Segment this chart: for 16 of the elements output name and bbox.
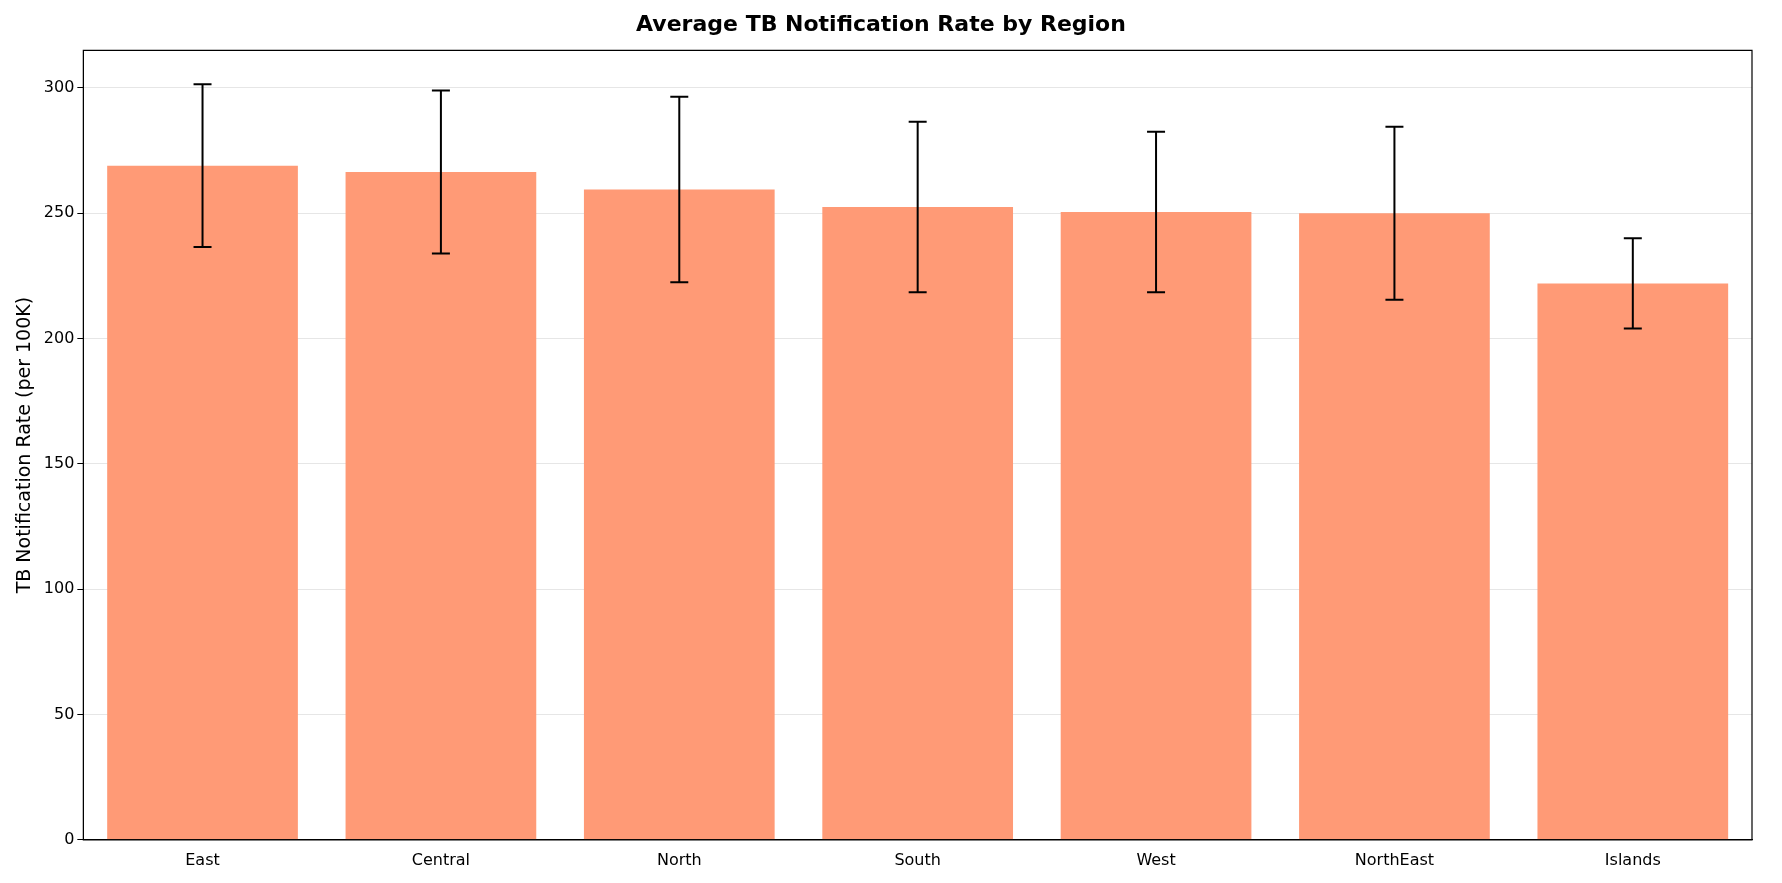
x-tick-label: Central — [411, 849, 471, 869]
y-tick-label: 100 — [43, 578, 75, 598]
y-axis-title: TB Notification Rate (per 100K) — [12, 296, 35, 595]
x-tick-label: East — [185, 849, 220, 869]
y-tick-label: 250 — [43, 202, 75, 222]
y-tick-label: 200 — [43, 327, 75, 347]
y-tick-label: 300 — [43, 77, 75, 97]
chart-title: Average TB Notification Rate by Region — [636, 10, 1126, 36]
y-tick-label: 50 — [53, 703, 75, 723]
y-tick-label: 150 — [43, 453, 75, 473]
y-tick-label: 0 — [64, 828, 75, 848]
x-tick-label: NorthEast — [1354, 849, 1435, 869]
x-tick-label: Islands — [1604, 849, 1661, 869]
x-tick-label: West — [1136, 849, 1176, 869]
x-tick-label: South — [894, 849, 941, 869]
x-tick-label: North — [656, 849, 702, 869]
